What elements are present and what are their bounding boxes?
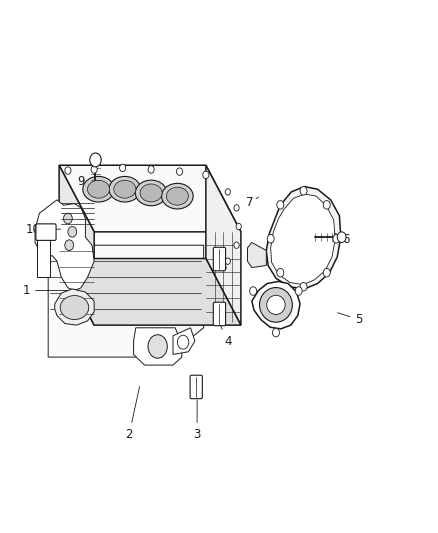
Polygon shape — [37, 237, 50, 277]
Circle shape — [68, 227, 77, 237]
Polygon shape — [59, 165, 241, 232]
Text: 8: 8 — [220, 260, 227, 273]
Circle shape — [91, 166, 97, 173]
Circle shape — [225, 189, 230, 195]
Text: 7: 7 — [246, 196, 258, 209]
Text: 4: 4 — [220, 325, 232, 348]
Circle shape — [323, 269, 330, 277]
Ellipse shape — [83, 176, 114, 202]
Ellipse shape — [166, 187, 188, 205]
Circle shape — [333, 235, 340, 243]
Ellipse shape — [88, 180, 110, 198]
Circle shape — [177, 168, 183, 175]
Circle shape — [277, 269, 284, 277]
Ellipse shape — [114, 180, 136, 198]
Polygon shape — [35, 200, 94, 290]
Polygon shape — [173, 328, 195, 354]
Circle shape — [236, 223, 241, 230]
Polygon shape — [55, 289, 94, 325]
Ellipse shape — [140, 184, 162, 202]
Circle shape — [277, 200, 284, 209]
Circle shape — [177, 335, 189, 349]
Text: 6: 6 — [335, 233, 350, 246]
Circle shape — [64, 213, 72, 224]
Text: 9: 9 — [77, 175, 94, 188]
Ellipse shape — [135, 180, 167, 206]
Circle shape — [65, 167, 71, 174]
Circle shape — [225, 258, 230, 264]
Polygon shape — [247, 243, 266, 268]
Polygon shape — [134, 328, 182, 365]
Ellipse shape — [60, 295, 88, 320]
Circle shape — [267, 235, 274, 243]
Circle shape — [148, 166, 154, 173]
Ellipse shape — [162, 183, 193, 209]
Circle shape — [272, 328, 279, 337]
Circle shape — [148, 335, 167, 358]
Polygon shape — [271, 194, 335, 285]
Text: 2: 2 — [125, 386, 140, 441]
Polygon shape — [59, 259, 241, 325]
Text: 5: 5 — [338, 313, 363, 326]
Ellipse shape — [259, 288, 293, 322]
Polygon shape — [252, 281, 300, 329]
Text: 10: 10 — [25, 223, 61, 236]
Polygon shape — [48, 245, 204, 357]
Ellipse shape — [109, 176, 141, 202]
Circle shape — [234, 242, 239, 248]
Circle shape — [300, 187, 307, 195]
Circle shape — [234, 205, 239, 211]
Circle shape — [300, 282, 307, 291]
FancyBboxPatch shape — [36, 224, 56, 240]
Circle shape — [65, 240, 74, 251]
FancyBboxPatch shape — [213, 247, 226, 271]
Ellipse shape — [267, 295, 285, 314]
Polygon shape — [271, 287, 291, 310]
FancyBboxPatch shape — [213, 302, 226, 326]
Circle shape — [90, 153, 101, 167]
FancyBboxPatch shape — [190, 375, 202, 399]
Text: 1: 1 — [22, 284, 74, 297]
Circle shape — [250, 287, 257, 295]
Circle shape — [120, 164, 126, 172]
Text: 3: 3 — [194, 400, 201, 441]
Polygon shape — [59, 165, 94, 325]
Circle shape — [295, 287, 302, 295]
Circle shape — [337, 232, 346, 243]
Polygon shape — [206, 165, 241, 325]
Circle shape — [323, 200, 330, 209]
Polygon shape — [266, 187, 341, 289]
Circle shape — [203, 171, 209, 179]
